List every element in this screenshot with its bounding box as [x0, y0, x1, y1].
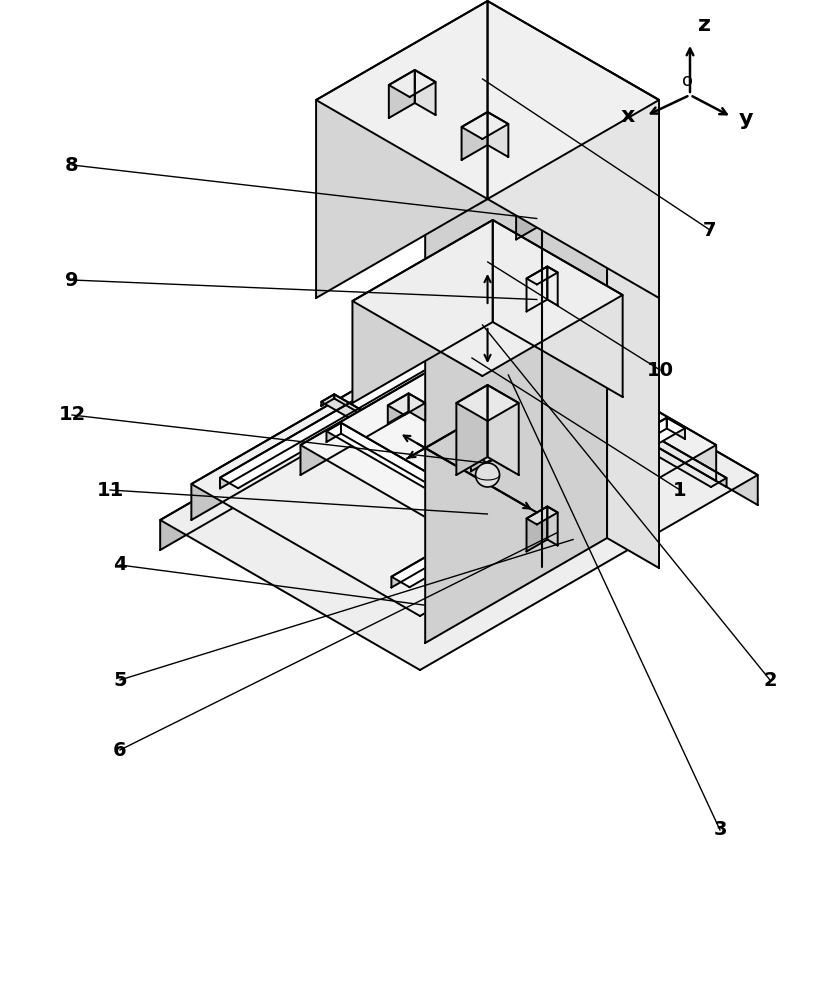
- Polygon shape: [326, 423, 460, 500]
- Polygon shape: [515, 188, 562, 216]
- Text: 8: 8: [65, 156, 79, 175]
- Text: 9: 9: [65, 270, 79, 290]
- Polygon shape: [526, 506, 547, 552]
- Polygon shape: [495, 319, 513, 340]
- Polygon shape: [321, 394, 334, 406]
- Polygon shape: [497, 325, 757, 505]
- Polygon shape: [341, 423, 460, 503]
- Text: 11: 11: [96, 481, 123, 499]
- Text: 4: 4: [113, 556, 127, 574]
- Polygon shape: [220, 319, 513, 488]
- Text: 12: 12: [59, 406, 85, 424]
- Polygon shape: [425, 70, 658, 205]
- Polygon shape: [387, 393, 425, 415]
- Polygon shape: [334, 394, 578, 539]
- Polygon shape: [300, 346, 606, 523]
- Text: 5: 5: [113, 670, 127, 690]
- Polygon shape: [515, 188, 552, 239]
- Polygon shape: [300, 346, 471, 475]
- Polygon shape: [456, 348, 590, 425]
- Polygon shape: [191, 313, 715, 616]
- Polygon shape: [547, 266, 557, 306]
- Polygon shape: [471, 346, 606, 454]
- Polygon shape: [476, 343, 492, 361]
- Polygon shape: [387, 393, 408, 423]
- Polygon shape: [191, 313, 487, 520]
- Text: 6: 6: [113, 740, 127, 760]
- Polygon shape: [326, 423, 341, 442]
- Polygon shape: [414, 70, 435, 115]
- Text: x: x: [620, 106, 634, 126]
- Polygon shape: [160, 325, 497, 550]
- Polygon shape: [492, 220, 622, 397]
- Polygon shape: [316, 1, 658, 199]
- Text: z: z: [697, 15, 710, 35]
- Polygon shape: [578, 521, 588, 542]
- Text: y: y: [738, 109, 752, 129]
- Polygon shape: [456, 385, 487, 475]
- Polygon shape: [606, 70, 658, 568]
- Polygon shape: [321, 394, 578, 543]
- Polygon shape: [471, 441, 508, 463]
- Polygon shape: [389, 70, 414, 118]
- Polygon shape: [526, 266, 557, 284]
- Polygon shape: [352, 220, 622, 376]
- Polygon shape: [451, 423, 471, 442]
- Polygon shape: [389, 70, 435, 97]
- Polygon shape: [491, 441, 508, 469]
- Polygon shape: [430, 423, 471, 447]
- Polygon shape: [552, 188, 562, 225]
- Polygon shape: [391, 418, 684, 587]
- Polygon shape: [547, 506, 557, 546]
- Polygon shape: [316, 1, 487, 298]
- Text: 3: 3: [712, 820, 726, 839]
- Text: 7: 7: [702, 221, 716, 239]
- Polygon shape: [220, 319, 495, 488]
- Text: 2: 2: [762, 670, 776, 690]
- Polygon shape: [461, 112, 487, 160]
- Text: o: o: [681, 72, 693, 90]
- Polygon shape: [487, 313, 715, 481]
- Polygon shape: [352, 220, 492, 403]
- Polygon shape: [430, 423, 451, 442]
- Polygon shape: [471, 348, 590, 428]
- Polygon shape: [391, 418, 666, 587]
- Polygon shape: [408, 393, 425, 421]
- Text: 10: 10: [646, 360, 672, 379]
- Polygon shape: [526, 266, 547, 312]
- Polygon shape: [456, 348, 471, 367]
- Polygon shape: [666, 418, 684, 439]
- Polygon shape: [549, 521, 578, 553]
- Polygon shape: [476, 343, 726, 487]
- Polygon shape: [526, 506, 557, 524]
- Polygon shape: [487, 112, 508, 157]
- Polygon shape: [461, 112, 508, 139]
- Polygon shape: [487, 1, 658, 298]
- Polygon shape: [456, 385, 518, 421]
- Circle shape: [475, 463, 499, 487]
- Text: 1: 1: [672, 481, 686, 499]
- Polygon shape: [160, 325, 757, 670]
- Polygon shape: [487, 385, 518, 475]
- Polygon shape: [471, 441, 491, 471]
- Polygon shape: [492, 343, 726, 487]
- Polygon shape: [549, 521, 588, 544]
- Polygon shape: [425, 70, 606, 643]
